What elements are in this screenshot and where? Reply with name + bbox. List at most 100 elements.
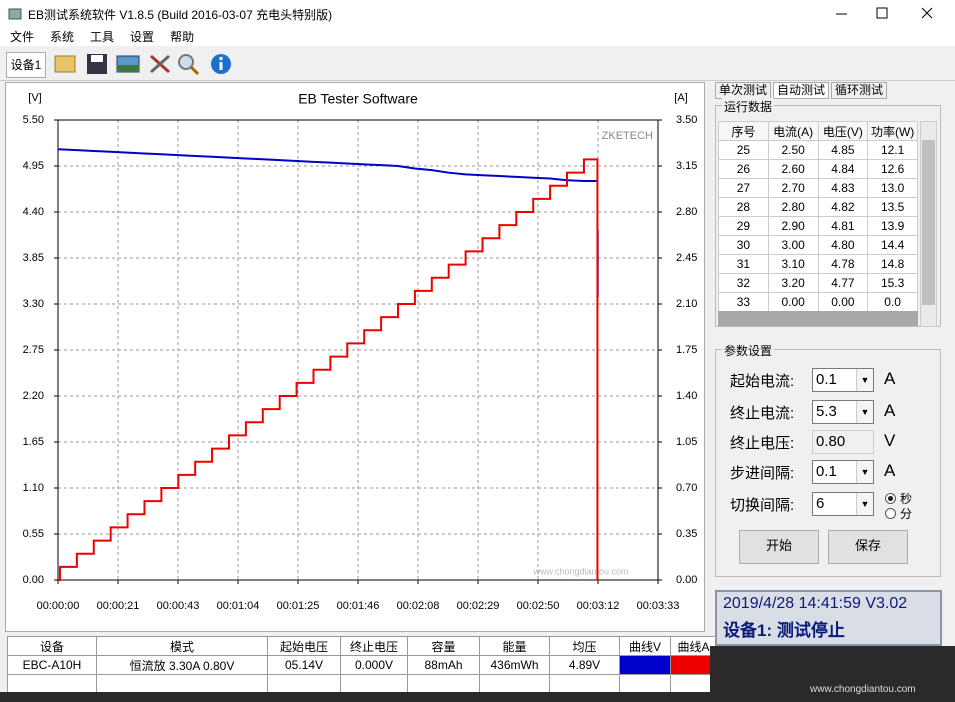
table-cell: 13.5 — [867, 197, 918, 217]
menu-item[interactable]: 系统 — [50, 30, 75, 44]
x-tick-label: 00:00:00 — [37, 600, 80, 612]
table-cell: 436mWh — [479, 655, 550, 675]
table-cell — [96, 674, 268, 694]
column-header: 能量 — [479, 636, 550, 656]
run-data-group: 运行数据 序号 电流(A) 电压(V) 功率(W) 25 2.50 4.85 12.1 26 2.… — [715, 98, 941, 327]
y-tick-label: 5.50 — [23, 114, 44, 126]
curve-color — [619, 655, 671, 675]
table-cell: 14.4 — [867, 235, 918, 255]
window-controls[interactable] — [820, 0, 955, 28]
dropdown-arrow[interactable]: ▼ — [856, 493, 873, 515]
table-cell: 4.89V — [549, 655, 620, 675]
table-row: 32 3.20 4.77 15.3 — [718, 273, 918, 293]
y-tick-label: 1.65 — [23, 436, 44, 448]
right-panel: 单次测试 自动测试 循环测试 运行数据 序号 电流(A) 电压(V) 功率(W) 25 2.5… — [710, 82, 955, 646]
column-header: 均压 — [549, 636, 620, 656]
radio[interactable] — [885, 493, 896, 504]
table-cell: 0.0 — [867, 292, 918, 312]
param-input[interactable]: 0.80 — [812, 430, 874, 454]
column-header: 序号 — [718, 121, 769, 141]
table-cell: 4.84 — [817, 159, 869, 179]
y2-tick-label: 0.70 — [676, 482, 697, 494]
group-title: 运行数据 — [722, 98, 775, 115]
tab[interactable]: 自动测试 — [773, 82, 830, 99]
button[interactable]: 保存 — [828, 530, 908, 564]
param-input[interactable]: 0.1 ▼ — [812, 460, 874, 484]
x-tick-label: 00:02:08 — [397, 600, 440, 612]
tab[interactable]: 循环测试 — [831, 82, 888, 99]
menu-item[interactable]: 文件 — [10, 30, 35, 44]
column-header: 终止电压 — [340, 636, 408, 656]
status-time: 2019/4/28 14:41:59 V3.02 — [723, 595, 908, 612]
x-tick-label: 00:00:43 — [157, 600, 200, 612]
y-tick-label: 2.75 — [23, 344, 44, 356]
scroll-thumb[interactable] — [922, 140, 935, 305]
chart-title: EB Tester Software — [298, 91, 418, 107]
column-header: 曲线V — [619, 636, 671, 656]
param-label: 步进间隔: — [730, 465, 795, 482]
param-unit: A — [884, 369, 896, 388]
table-cell: 0.00 — [817, 292, 869, 312]
y-tick-label: 3.85 — [23, 252, 44, 264]
y2-tick-label: 1.75 — [676, 344, 697, 356]
x-tick-label: 00:01:25 — [277, 600, 320, 612]
param-unit: V — [884, 431, 896, 450]
x-tick-label: 00:00:21 — [97, 600, 140, 612]
table-cell: 2.50 — [767, 140, 819, 160]
table-cell: 4.85 — [817, 140, 869, 160]
table-cell: 30 — [718, 235, 769, 255]
table-cell: 05.14V — [267, 655, 341, 675]
desktop-area: www.chongdiantou.com — [710, 646, 955, 702]
menu-item[interactable]: 帮助 — [170, 30, 195, 44]
x-tick-label: 00:02:29 — [457, 600, 500, 612]
param-input[interactable]: 5.3 ▼ — [812, 400, 874, 424]
x-tick-label: 00:03:33 — [637, 600, 680, 612]
table-cell: 2.70 — [767, 178, 819, 198]
table-row: 28 2.80 4.82 13.5 — [718, 197, 918, 217]
toolbar-icons[interactable] — [52, 50, 242, 78]
param-unit: A — [884, 401, 896, 420]
y2-tick-label: 0.00 — [676, 574, 697, 586]
table-header: 序号 电流(A) 电压(V) 功率(W) — [718, 121, 918, 141]
scrollbar[interactable] — [920, 121, 937, 327]
table-cell: 4.81 — [817, 216, 869, 236]
table-cell — [407, 674, 480, 694]
dropdown-arrow[interactable]: ▼ — [856, 369, 873, 391]
radio[interactable] — [885, 508, 896, 519]
watermark-url: www.chongdiantou.com — [532, 566, 628, 576]
table-cell — [619, 674, 671, 694]
summary-area: 设备 模式 起始电压 终止电压 容量 能量 均压 曲线V 曲线A EBC-A10H 恒流放 3.30… — [0, 636, 717, 694]
param-value: 0.1 — [816, 463, 837, 480]
y-tick-label: 4.95 — [23, 160, 44, 172]
y-tick-label: 1.10 — [23, 482, 44, 494]
x-tick-label: 00:02:50 — [517, 600, 560, 612]
radio-label: 分 — [900, 507, 913, 521]
y-tick-label: 2.20 — [23, 390, 44, 402]
y-tick-label: 0.55 — [23, 528, 44, 540]
button[interactable]: 开始 — [739, 530, 819, 564]
watermark: ZKETECH — [602, 130, 653, 142]
table-cell: 31 — [718, 254, 769, 274]
x-tick-label: 00:01:04 — [217, 600, 260, 612]
x-tick-label: 00:01:46 — [337, 600, 380, 612]
x-tick-label: 00:03:12 — [577, 600, 620, 612]
summary-table: 设备 模式 起始电压 终止电压 容量 能量 均压 曲线V 曲线A EBC-A10H 恒流放 3.30… — [7, 636, 717, 694]
dropdown-arrow[interactable]: ▼ — [856, 401, 873, 423]
param-input[interactable]: 6 ▼ — [812, 492, 874, 516]
group-title: 参数设置 — [722, 342, 775, 359]
y2-tick-label: 2.45 — [676, 252, 697, 264]
menu-item[interactable]: 设置 — [130, 30, 155, 44]
table-cell: 14.8 — [867, 254, 918, 274]
menu-item[interactable]: 工具 — [90, 30, 115, 44]
table-cell: 4.83 — [817, 178, 869, 198]
tab[interactable]: 单次测试 — [715, 82, 772, 99]
desktop-strip — [0, 692, 955, 702]
table-cell: 13.0 — [867, 178, 918, 198]
column-header: 模式 — [96, 636, 268, 656]
chart-panel: EB Tester Software [V] [A] ZKETECH www.c… — [5, 82, 705, 632]
dropdown-arrow[interactable]: ▼ — [856, 461, 873, 483]
device-tab[interactable]: 设备1 — [6, 52, 46, 78]
table-cell — [340, 674, 408, 694]
param-input[interactable]: 0.1 ▼ — [812, 368, 874, 392]
